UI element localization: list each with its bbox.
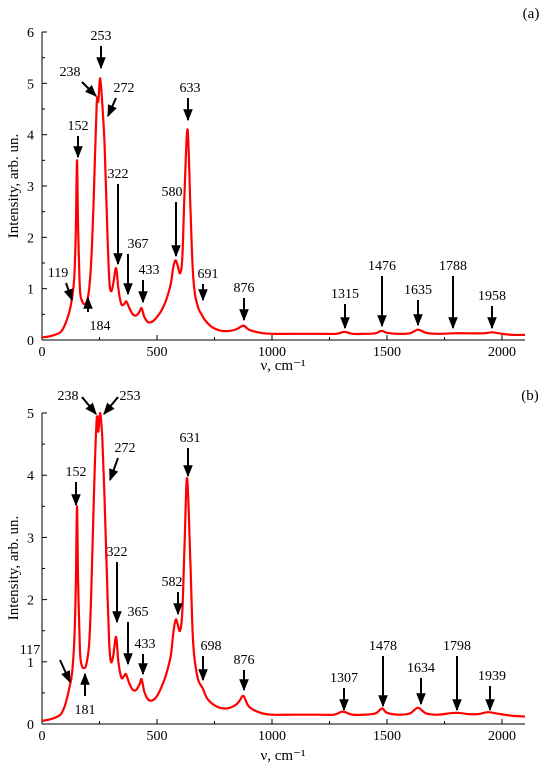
spectrum-line (41, 411, 526, 722)
spectrum-line (41, 77, 526, 339)
x-tick-label: 2000 (488, 729, 516, 744)
peak-label: 1476 (368, 259, 396, 274)
peak-arrow (103, 396, 119, 415)
peak-label: 1478 (369, 639, 397, 654)
y-tick-label: 2 (27, 594, 34, 609)
y-axis-title: Intensity, arb. un. (6, 516, 22, 620)
peak-arrow (81, 396, 97, 415)
x-tick-label: 0 (39, 345, 46, 360)
y-tick-label: 1 (27, 656, 34, 671)
peak-label: 119 (48, 266, 68, 281)
x-tick-label: 500 (147, 345, 168, 360)
peak-label: 1939 (478, 669, 506, 684)
peak-label: 322 (108, 167, 129, 182)
peak-label: 582 (162, 575, 183, 590)
x-tick-label: 1500 (373, 729, 401, 744)
peak-label: 238 (60, 65, 81, 80)
peak-label: 876 (234, 653, 255, 668)
peak-label: 433 (139, 263, 160, 278)
panel-label: (a) (523, 6, 540, 22)
peak-label: 181 (75, 703, 96, 718)
peak-label: 698 (201, 639, 222, 654)
x-tick-label: 0 (39, 729, 46, 744)
peak-label: 365 (128, 605, 149, 620)
peak-arrow (63, 282, 73, 302)
y-tick-label: 5 (27, 407, 34, 422)
y-tick-label: 5 (27, 77, 34, 92)
y-tick-label: 2 (27, 231, 34, 246)
peak-label: 631 (180, 431, 201, 446)
peak-arrow (109, 457, 119, 482)
peak-label: 1315 (331, 287, 359, 302)
peak-label: 272 (115, 441, 136, 456)
chart-panel-b: 0 500 1000 1500 2000 0 1 2 3 4 5 Intensity, arb. un… (6, 388, 539, 764)
peak-label: 691 (198, 267, 219, 282)
panel-label: (b) (521, 388, 539, 404)
peak-label: 580 (162, 185, 183, 200)
peak-label: 1307 (330, 671, 358, 686)
x-axis-title: ν, cm⁻¹ (260, 358, 305, 374)
y-tick-label: 6 (27, 26, 34, 41)
peak-label: 253 (91, 29, 112, 44)
x-tick-label: 2000 (488, 345, 516, 360)
y-tick-label: 0 (27, 334, 34, 349)
peak-label: 1958 (478, 289, 506, 304)
peak-label: 322 (107, 545, 128, 560)
x-tick-label: 1000 (258, 345, 286, 360)
peak-label: 433 (135, 637, 156, 652)
x-tick-label: 1000 (258, 729, 286, 744)
peak-arrow (107, 97, 117, 118)
peak-label: 152 (66, 465, 87, 480)
peak-label: 1798 (443, 639, 471, 654)
peak-label: 238 (58, 389, 79, 404)
y-tick-label: 4 (27, 129, 34, 144)
y-tick-label: 3 (27, 180, 34, 195)
peak-arrow (59, 659, 71, 684)
peak-label: 117 (20, 643, 40, 658)
y-tick-label: 4 (27, 469, 34, 484)
peak-label: 253 (120, 389, 141, 404)
peak-label: 633 (180, 81, 201, 96)
x-axis-title: ν, cm⁻¹ (260, 748, 305, 764)
y-tick-label: 0 (27, 718, 34, 733)
chart-panel-a: 0 500 1000 1500 2000 0 1 2 3 4 5 6 Intensity, arb. u… (6, 6, 539, 374)
peak-label: 184 (90, 319, 111, 334)
peak-arrow (81, 81, 97, 97)
peak-label: 272 (114, 81, 135, 96)
peak-label: 876 (234, 281, 255, 296)
y-axis-title: Intensity, arb. un. (6, 134, 22, 238)
x-tick-label: 1500 (373, 345, 401, 360)
peak-label: 1634 (407, 661, 435, 676)
peak-label: 1788 (439, 259, 467, 274)
x-tick-label: 500 (147, 729, 168, 744)
peak-label: 1635 (404, 283, 432, 298)
peak-label: 367 (128, 237, 149, 252)
peak-label: 152 (68, 119, 89, 134)
y-tick-label: 3 (27, 531, 34, 546)
y-tick-label: 1 (27, 283, 34, 298)
